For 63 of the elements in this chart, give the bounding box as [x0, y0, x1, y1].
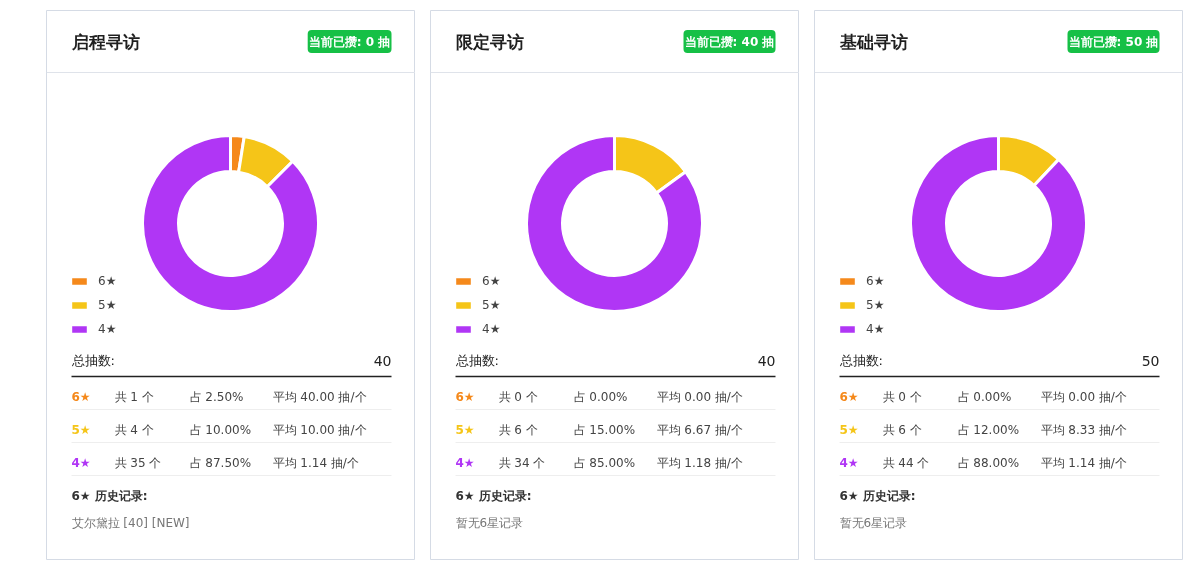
text: 5★	[71, 422, 91, 437]
legend-label: 6★	[866, 274, 886, 288]
text: 平均 40.00 抽/个	[272, 389, 367, 404]
text: 共 6 个	[498, 422, 538, 437]
text: 总抽数:	[454, 353, 499, 368]
legend-label: 4★	[866, 322, 886, 336]
text: 占 10.00%	[189, 422, 252, 437]
text: 当前已攒: 40 抽	[684, 34, 775, 49]
text: 平均 6.67 抽/个	[656, 422, 743, 437]
text: 4★	[71, 455, 91, 470]
text: 占 87.50%	[189, 455, 252, 470]
text: 共 4 个	[114, 422, 154, 437]
legend-label: 5★	[866, 298, 886, 312]
text: 艾尔黛拉 [40] [NEW]	[71, 515, 190, 530]
text: 40	[373, 352, 392, 369]
text: 当前已攒: 0 抽	[308, 34, 391, 49]
text: 40	[757, 352, 776, 369]
text: 共 44 个	[882, 455, 930, 470]
text: 占 88.00%	[957, 455, 1020, 470]
text: 共 35 个	[114, 455, 162, 470]
text: 平均 1.14 抽/个	[272, 455, 359, 470]
text: 6★	[455, 389, 475, 404]
text: 占 12.00%	[957, 422, 1020, 437]
text: 共 0 个	[498, 389, 538, 404]
text: 占 2.50%	[189, 389, 244, 404]
text: 5★	[455, 422, 475, 437]
chart-title: 基础寻访	[838, 31, 908, 52]
text: 占 85.00%	[573, 455, 636, 470]
text: 4★	[839, 455, 859, 470]
legend-label: 4★	[98, 322, 118, 336]
text: 6★ 历史记录:	[455, 488, 532, 503]
text: 当前已攒: 50 抽	[1068, 34, 1159, 49]
text: 平均 8.33 抽/个	[1040, 422, 1127, 437]
text: 总抽数:	[838, 353, 883, 368]
text: 平均 0.00 抽/个	[656, 389, 743, 404]
text: 4★	[455, 455, 475, 470]
text: 占 15.00%	[573, 422, 636, 437]
legend-label: 6★	[482, 274, 502, 288]
legend-label: 4★	[482, 322, 502, 336]
text: 6★ 历史记录:	[71, 488, 148, 503]
text: 平均 1.14 抽/个	[1040, 455, 1127, 470]
legend-label: 6★	[98, 274, 118, 288]
chart-title: 限定寻访	[455, 31, 524, 52]
text: 共 34 个	[498, 455, 546, 470]
text: 平均 1.18 抽/个	[656, 455, 743, 470]
text: 平均 0.00 抽/个	[1040, 389, 1127, 404]
text: 暂无6星记录	[455, 515, 524, 530]
legend-label: 5★	[98, 298, 118, 312]
text: 占 0.00%	[573, 389, 628, 404]
text: 暂无6星记录	[839, 515, 908, 530]
text: 5★	[839, 422, 859, 437]
text: 6★ 历史记录:	[839, 488, 916, 503]
text: 50	[1141, 352, 1160, 369]
legend-label: 5★	[482, 298, 502, 312]
text: 总抽数:	[70, 353, 115, 368]
text: 6★	[839, 389, 859, 404]
text: 共 1 个	[114, 389, 154, 404]
text: 6★	[71, 389, 91, 404]
chart-title: 启程寻访	[70, 31, 140, 52]
text: 共 0 个	[882, 389, 922, 404]
text: 平均 10.00 抽/个	[272, 422, 367, 437]
text: 占 0.00%	[957, 389, 1012, 404]
text: 共 6 个	[882, 422, 922, 437]
